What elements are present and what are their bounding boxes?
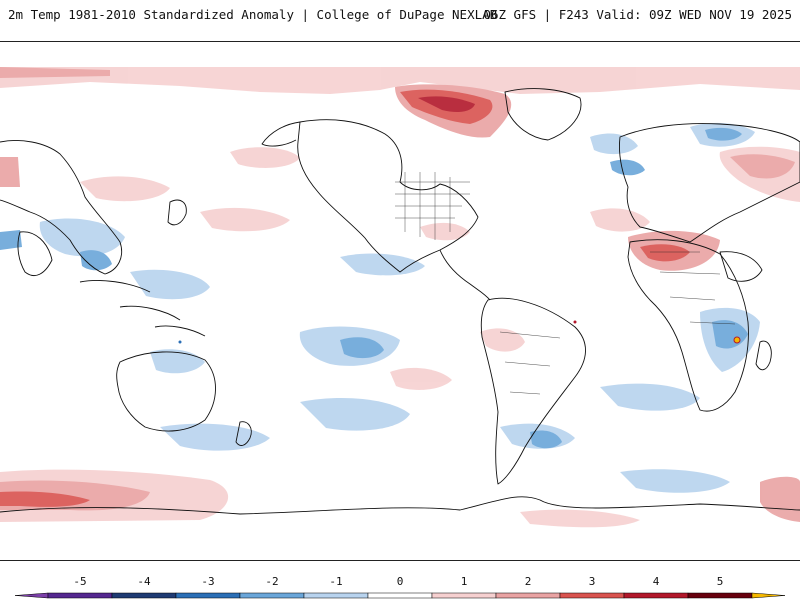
coastlines xyxy=(0,88,800,515)
model-run-info: 06Z GFS | F243 Valid: 09Z WED NOV 19 202… xyxy=(483,7,792,22)
colorbar-tick-label: 3 xyxy=(589,575,596,588)
colorbar-tick-label: 0 xyxy=(397,575,404,588)
colorbar-segment xyxy=(559,592,625,599)
political-borders xyxy=(395,172,736,395)
local-extrema xyxy=(178,320,741,344)
colorbar-tick-label: 4 xyxy=(653,575,660,588)
colorbar-extend-high xyxy=(751,592,786,599)
anomaly-map xyxy=(0,41,800,561)
colorbar-segment xyxy=(175,592,241,599)
colorbar-tick-label: -4 xyxy=(137,575,151,588)
colorbar-segment xyxy=(431,592,497,599)
colorbar-extend-low xyxy=(14,592,49,599)
warm-anomalies xyxy=(0,67,800,528)
colorbar-segment xyxy=(47,592,113,599)
colorbar-segment xyxy=(303,592,369,599)
colorbar-tick-label: -2 xyxy=(265,575,278,588)
colorbar-segment xyxy=(623,592,689,599)
colorbar-tick-label: -1 xyxy=(329,575,342,588)
colorbar-tick-label: -5 xyxy=(73,575,86,588)
colorbar-tick-label: 5 xyxy=(717,575,724,588)
colorbar-segment xyxy=(111,592,177,599)
colorbar-segment xyxy=(367,592,433,599)
colorbar-segment xyxy=(687,592,753,599)
colorbar-tick-label: 1 xyxy=(461,575,468,588)
header: 2m Temp 1981-2010 Standardized Anomaly |… xyxy=(0,0,800,40)
colorbar-tick-label: 2 xyxy=(525,575,532,588)
colorbar-segment xyxy=(495,592,561,599)
map-canvas xyxy=(0,42,800,560)
colorbar: -5 -4 -3 -2 -1 0 1 2 3 4 5 xyxy=(14,575,786,599)
colorbar-legend: -5 -4 -3 -2 -1 0 1 2 3 4 5 xyxy=(0,560,800,600)
colorbar-tick-label: -3 xyxy=(201,575,214,588)
colorbar-segment xyxy=(239,592,305,599)
map-title: 2m Temp 1981-2010 Standardized Anomaly |… xyxy=(8,7,498,22)
